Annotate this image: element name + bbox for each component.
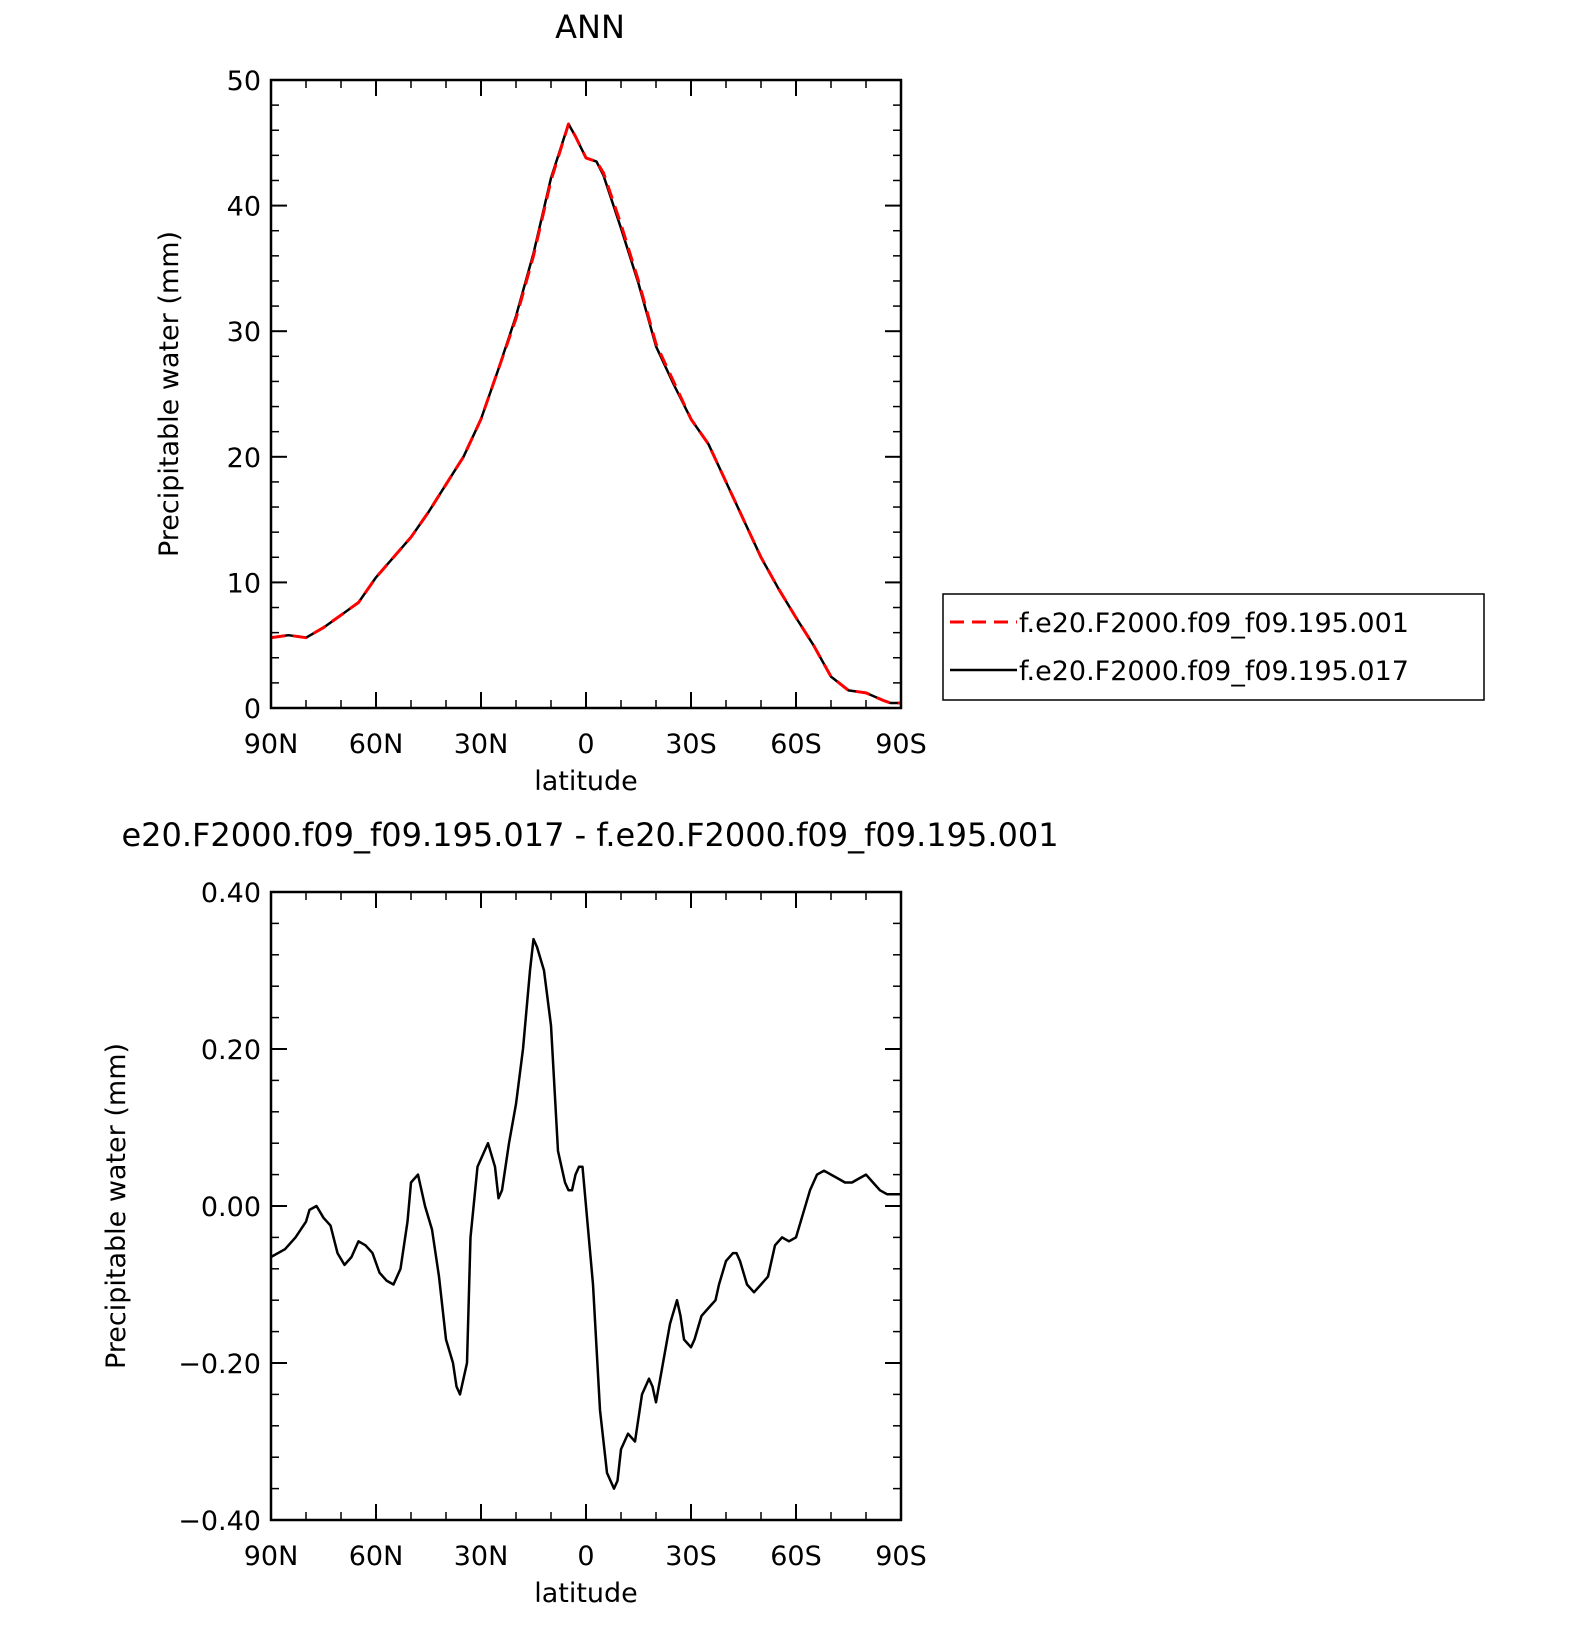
y-tick-label: 0.40 — [201, 878, 261, 909]
y-tick-label: 50 — [227, 66, 261, 97]
x-tick-label: 90N — [244, 729, 299, 760]
series-group — [270, 122, 901, 705]
x-axis-label: latitude — [534, 1578, 638, 1609]
legend-box — [942, 593, 1485, 701]
legend: f.e20.F2000.f09_f09.195.001 f.e20.F2000.… — [942, 593, 1485, 701]
x-tick-label: 30N — [454, 1541, 509, 1572]
plot-frame — [269, 78, 903, 710]
x-tick-label: 90S — [875, 1541, 927, 1572]
x-tick-label: 90N — [244, 1541, 299, 1572]
y-tick-label: 40 — [227, 192, 261, 223]
x-tick-label: 90S — [875, 729, 927, 760]
y-axis-label: Precipitable water (mm) — [101, 1043, 132, 1369]
series-line-1 — [270, 122, 901, 705]
x-tick-label: 30S — [665, 729, 717, 760]
legend-label-series-2: f.e20.F2000.f09_f09.195.017 — [1019, 656, 1409, 687]
x-tick-label: 60N — [349, 1541, 404, 1572]
plot-title: e20.F2000.f09_f09.195.017 - f.e20.F2000.… — [121, 816, 1058, 854]
y-tick-label: 0.00 — [201, 1192, 261, 1223]
y-tick-label: −0.40 — [178, 1506, 261, 1537]
plot-frame — [269, 890, 903, 1522]
x-tick-label: 0 — [577, 729, 594, 760]
difference-plot: e20.F2000.f09_f09.195.017 - f.e20.F2000.… — [101, 816, 1059, 1609]
series-line-2 — [270, 122, 901, 705]
y-tick-label: −0.20 — [178, 1349, 261, 1380]
x-tick-label: 0 — [577, 1541, 594, 1572]
y-tick-label: 0.20 — [201, 1035, 261, 1066]
y-tick-label: 0 — [244, 694, 261, 725]
precipitable-water-plot: ANN 0 10 20 30 40 50 90N 60N 30N 0 30S 60S 90S latit… — [154, 8, 1485, 797]
x-tick-label: 30S — [665, 1541, 717, 1572]
legend-label-series-1: f.e20.F2000.f09_f09.195.001 — [1019, 608, 1409, 639]
y-axis-label: Precipitable water (mm) — [154, 231, 185, 557]
y-tick-label: 20 — [227, 443, 261, 474]
y-tick-label: 10 — [227, 568, 261, 599]
axes-ticks: 0 10 20 30 40 50 90N 60N 30N 0 30S 60S 90S — [227, 66, 927, 760]
x-axis-label: latitude — [534, 766, 638, 797]
series-group — [270, 937, 901, 1490]
axes-ticks: −0.40 −0.20 0.00 0.20 0.40 90N 60N 30N 0 30S 60S 90… — [178, 878, 927, 1572]
plot-title: ANN — [555, 8, 625, 46]
x-tick-label: 60N — [349, 729, 404, 760]
x-tick-label: 60S — [770, 1541, 822, 1572]
x-tick-label: 30N — [454, 729, 509, 760]
y-tick-label: 30 — [227, 317, 261, 348]
x-tick-label: 60S — [770, 729, 822, 760]
series-line-1 — [270, 937, 901, 1490]
